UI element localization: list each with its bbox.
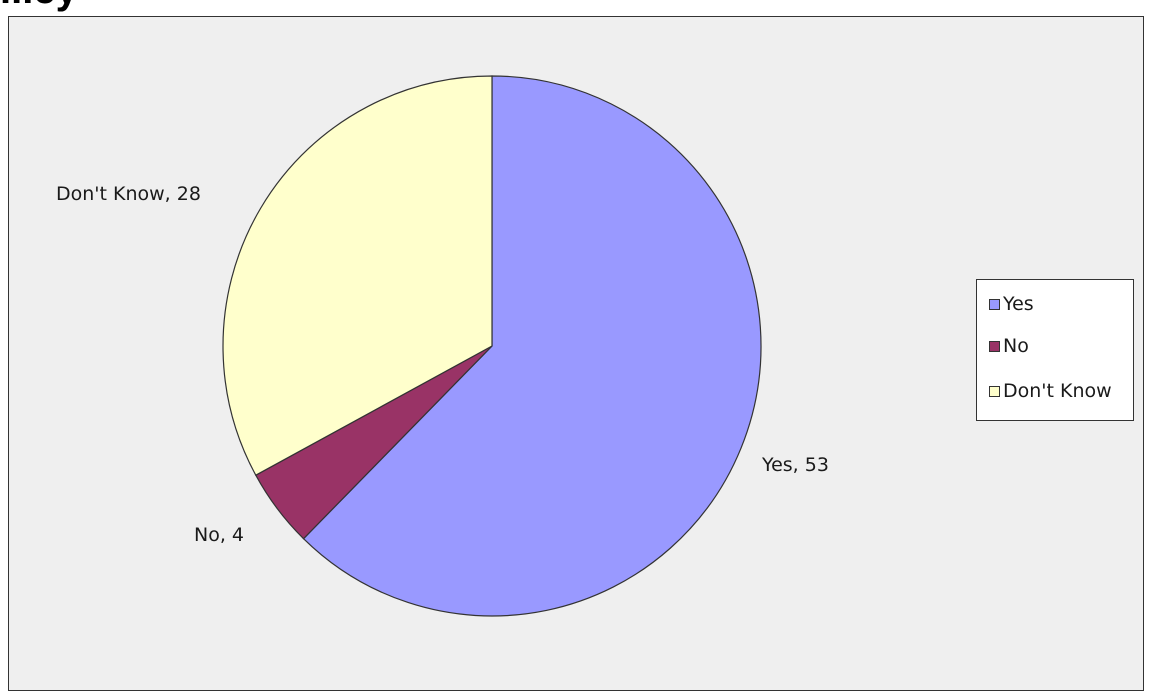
legend-label-yes: Yes [1003, 293, 1034, 315]
legend-item-yes: Yes [989, 289, 1034, 319]
pie-slices [222, 75, 762, 617]
chart-legend: Yes No Don't Know [976, 279, 1134, 421]
legend-label-dont-know: Don't Know [1003, 380, 1112, 402]
legend-item-dont-know: Don't Know [989, 376, 1112, 406]
legend-swatch-dont-know [989, 385, 1000, 397]
data-label-dont-know: Don't Know, 28 [56, 183, 201, 205]
chart-title-text: ...ey [0, 0, 78, 12]
legend-swatch-no [989, 340, 1000, 352]
legend-swatch-yes [989, 298, 1000, 310]
legend-item-no: No [989, 331, 1029, 361]
slice-yes [302, 75, 762, 617]
slice-dont-know [222, 75, 493, 477]
data-label-no: No, 4 [194, 524, 244, 546]
legend-label-no: No [1003, 335, 1029, 357]
pie-data-labels: Yes, 53 No, 4 Don't Know, 28 [56, 183, 829, 546]
chart-title-fragment: ...ey [0, 0, 260, 14]
data-label-yes: Yes, 53 [761, 454, 829, 476]
